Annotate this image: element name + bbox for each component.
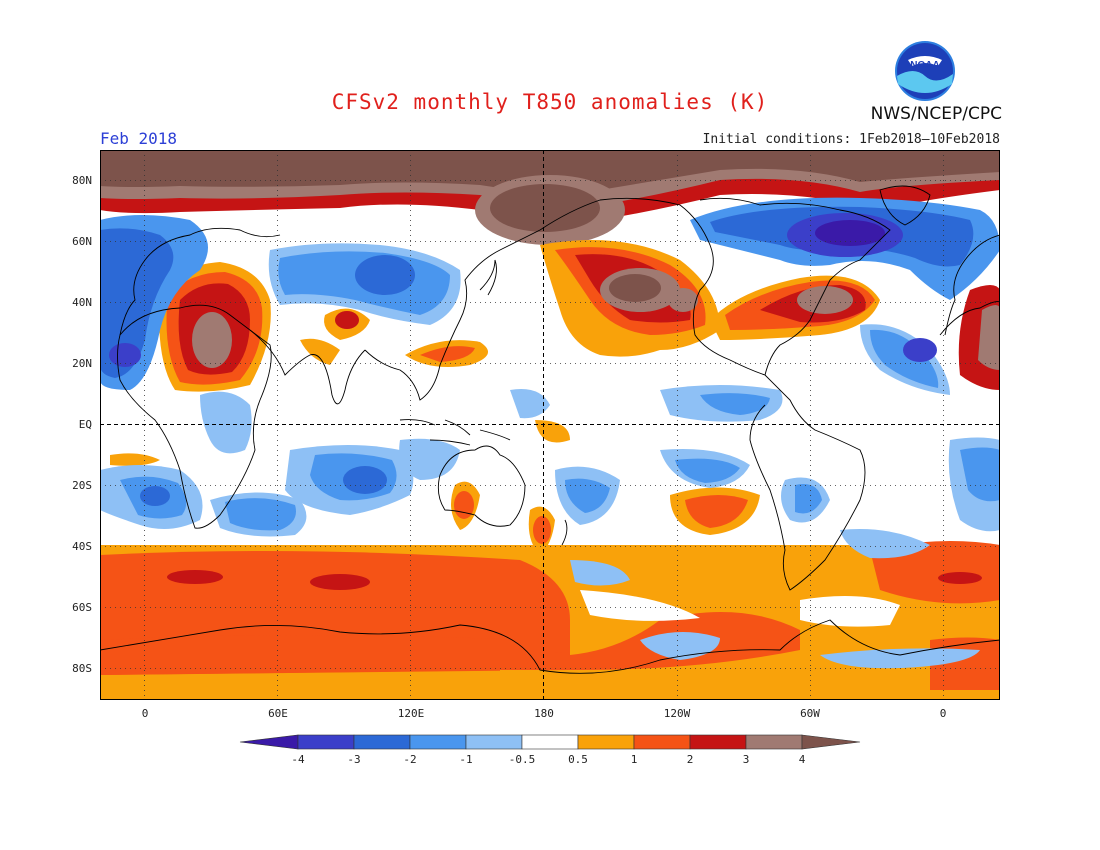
colorbar-label-4: 4 [798, 753, 806, 766]
colorbar-bin-8 [689, 734, 747, 750]
colorbar-label-m3: -3 [347, 753, 361, 766]
lat-label-40n: 40N [72, 296, 92, 309]
lat-label-eq: EQ [78, 418, 92, 431]
colorbar-label-2: 2 [686, 753, 694, 766]
colorbar-label-m1: -1 [459, 753, 473, 766]
lon-label-120w: 120W [663, 707, 691, 720]
lat-label-20n: 20N [72, 357, 92, 370]
lon-label-0: 0 [141, 707, 149, 720]
colorbar-bin-3 [409, 734, 467, 750]
cold-anomalies [100, 197, 1000, 669]
lon-label-180: 180 [534, 707, 554, 720]
equator-and-dateline [100, 150, 1000, 700]
africa-middle-east-warm [110, 262, 1000, 555]
month-label: Feb 2018 [100, 129, 178, 148]
colorbar-label-3: 3 [742, 753, 750, 766]
colorbar-bin-9 [745, 734, 803, 750]
colorbar-bin-1 [297, 734, 355, 750]
lat-label-80s: 80S [72, 662, 92, 675]
lat-label-60n: 60N [72, 235, 92, 248]
map-title: CFSv2 monthly T850 anomalies (K) [331, 90, 769, 114]
lon-label-60e: 60E [268, 707, 288, 720]
logo-text: NOAA [910, 60, 939, 71]
colorbar-max-arrow [801, 734, 861, 750]
agency-label: NWS/NCEP/CPC [870, 104, 1002, 124]
colorbar [239, 734, 861, 750]
colorbar-bin-6 [577, 734, 635, 750]
colorbar-bin-2 [353, 734, 411, 750]
lat-label-60s: 60S [72, 601, 92, 614]
colorbar-min-arrow [239, 734, 299, 750]
colorbar-bin-4 [465, 734, 523, 750]
colorbar-bin-5 [521, 734, 579, 750]
lon-label-60w: 60W [800, 707, 820, 720]
lat-label-20s: 20S [72, 479, 92, 492]
north-pacific-warm [540, 240, 720, 357]
lon-label-120e: 120E [397, 707, 425, 720]
colorbar-label-m2: -2 [403, 753, 417, 766]
north-atlantic-warm [710, 275, 880, 340]
southern-ocean-warm [100, 541, 1000, 700]
colorbar-label-1: 1 [630, 753, 638, 766]
initial-conditions: Initial conditions: 1Feb2018–10Feb2018 [702, 132, 1000, 147]
anomaly-map [100, 150, 1000, 700]
noaa-logo: NOAA [894, 40, 956, 102]
lat-label-40s: 40S [72, 540, 92, 553]
lon-label-0-right: 0 [939, 707, 947, 720]
colorbar-bin-7 [633, 734, 691, 750]
colorbar-label-m05: -0.5 [508, 753, 536, 766]
lat-label-80n: 80N [72, 174, 92, 187]
colorbar-label-05: 0.5 [568, 753, 588, 766]
arctic-warm [100, 150, 1000, 245]
coastlines [100, 185, 1000, 674]
colorbar-label-m4: -4 [291, 753, 305, 766]
